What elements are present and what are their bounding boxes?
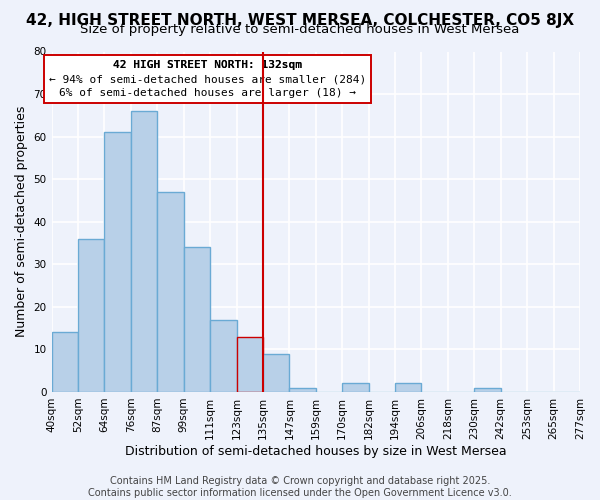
Bar xyxy=(236,336,263,392)
Bar xyxy=(184,248,210,392)
Bar xyxy=(210,320,236,392)
Bar xyxy=(104,132,131,392)
X-axis label: Distribution of semi-detached houses by size in West Mersea: Distribution of semi-detached houses by … xyxy=(125,444,506,458)
Bar xyxy=(263,354,289,392)
Bar xyxy=(52,332,78,392)
Text: 42 HIGH STREET NORTH: 132sqm
← 94% of semi-detached houses are smaller (284)
6% : 42 HIGH STREET NORTH: 132sqm ← 94% of se… xyxy=(49,60,366,98)
Bar xyxy=(475,388,501,392)
Bar xyxy=(131,111,157,392)
Text: 42 HIGH STREET NORTH: 132sqm: 42 HIGH STREET NORTH: 132sqm xyxy=(113,60,302,70)
Bar xyxy=(342,384,368,392)
Text: Contains HM Land Registry data © Crown copyright and database right 2025.
Contai: Contains HM Land Registry data © Crown c… xyxy=(88,476,512,498)
Bar xyxy=(289,388,316,392)
Bar xyxy=(395,384,421,392)
Text: 42, HIGH STREET NORTH, WEST MERSEA, COLCHESTER, CO5 8JX: 42, HIGH STREET NORTH, WEST MERSEA, COLC… xyxy=(26,12,574,28)
Bar xyxy=(157,192,184,392)
Y-axis label: Number of semi-detached properties: Number of semi-detached properties xyxy=(15,106,28,338)
Text: Size of property relative to semi-detached houses in West Mersea: Size of property relative to semi-detach… xyxy=(80,24,520,36)
Bar xyxy=(78,239,104,392)
